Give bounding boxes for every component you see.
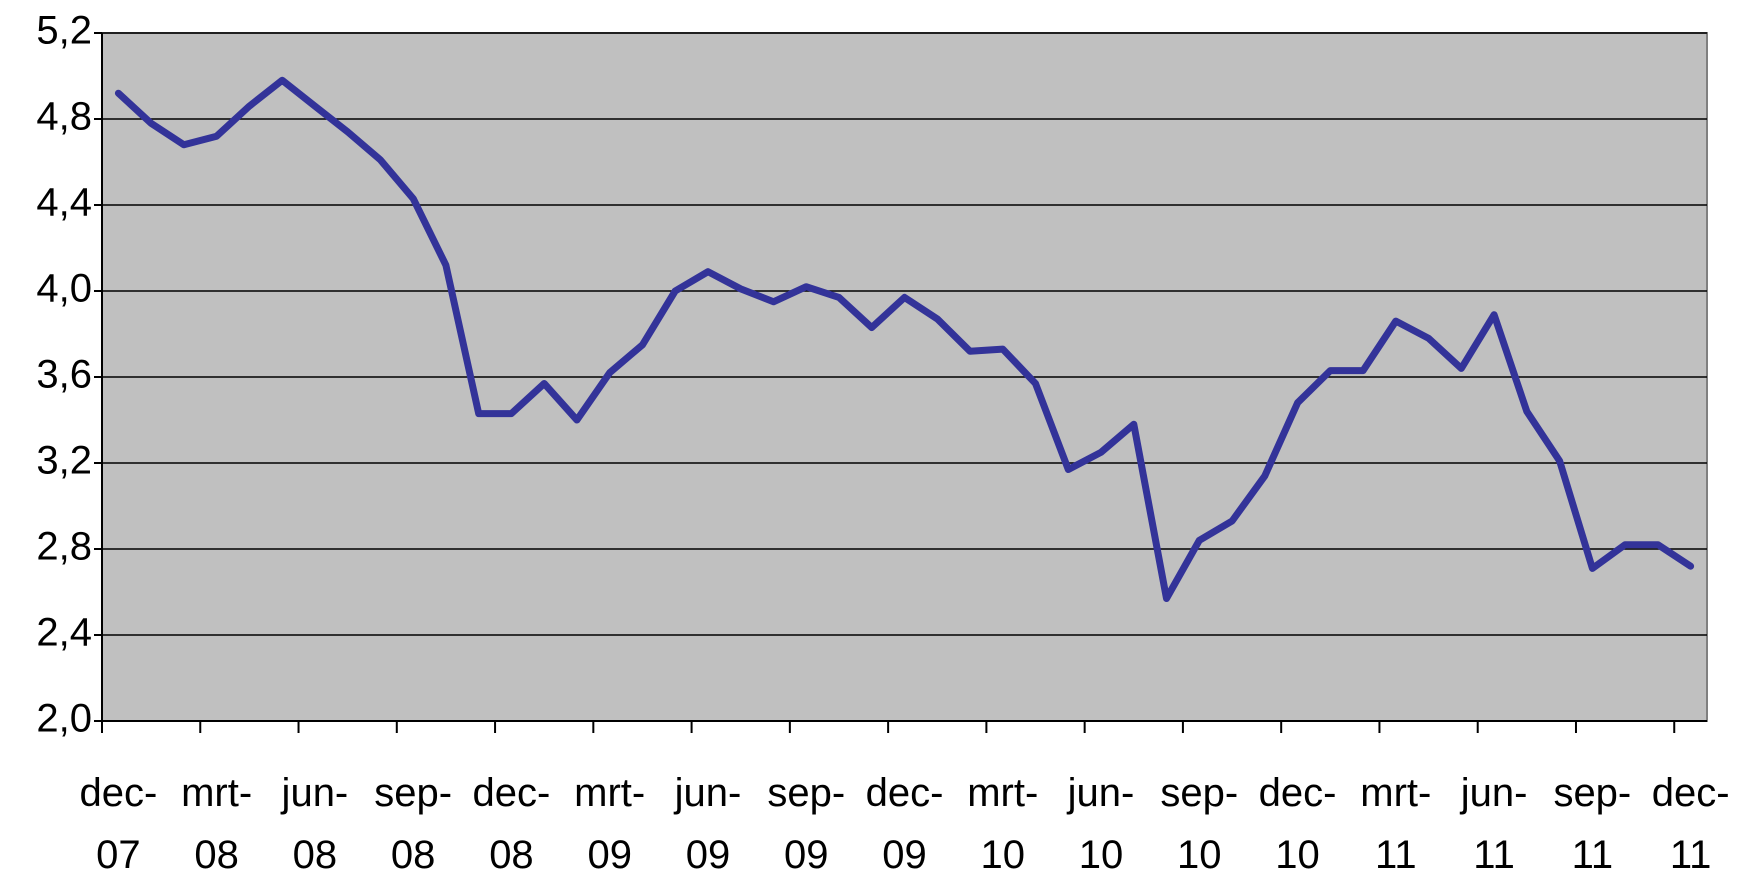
x-tick-label: sep-08: [374, 771, 453, 877]
y-tick-label: 4,4: [36, 181, 92, 225]
x-tick-label: jun-09: [674, 771, 742, 877]
x-tick-label: sep-10: [1160, 771, 1239, 877]
x-tick-label: mrt-09: [574, 771, 646, 877]
x-tick-label: jun-08: [281, 771, 349, 877]
y-tick-label: 4,8: [36, 95, 92, 139]
x-tick-label: mrt-08: [181, 771, 253, 877]
x-tick-label: dec-11: [1651, 771, 1730, 877]
x-tick-label: mrt-10: [967, 771, 1039, 877]
x-tick-label: dec-07: [79, 771, 158, 877]
x-tick-label: mrt-11: [1360, 771, 1432, 877]
x-tick-label: sep-11: [1553, 771, 1632, 877]
y-tick-label: 5,2: [36, 9, 92, 53]
y-tick-label: 2,4: [36, 611, 92, 655]
x-tick-label: jun-11: [1460, 771, 1528, 877]
x-tick-label: dec-09: [865, 771, 944, 877]
y-tick-label: 4,0: [36, 267, 92, 311]
x-tick-label: dec-10: [1258, 771, 1337, 877]
x-tick-label: sep-09: [767, 771, 846, 877]
y-tick-label: 3,6: [36, 353, 92, 397]
x-tick-label: dec-08: [472, 771, 551, 877]
x-tick-label: jun-10: [1067, 771, 1135, 877]
series-line: [114, 76, 1695, 602]
y-tick-label: 2,8: [36, 525, 92, 569]
y-tick-label: 2,0: [36, 697, 92, 741]
y-tick-label: 3,2: [36, 439, 92, 483]
